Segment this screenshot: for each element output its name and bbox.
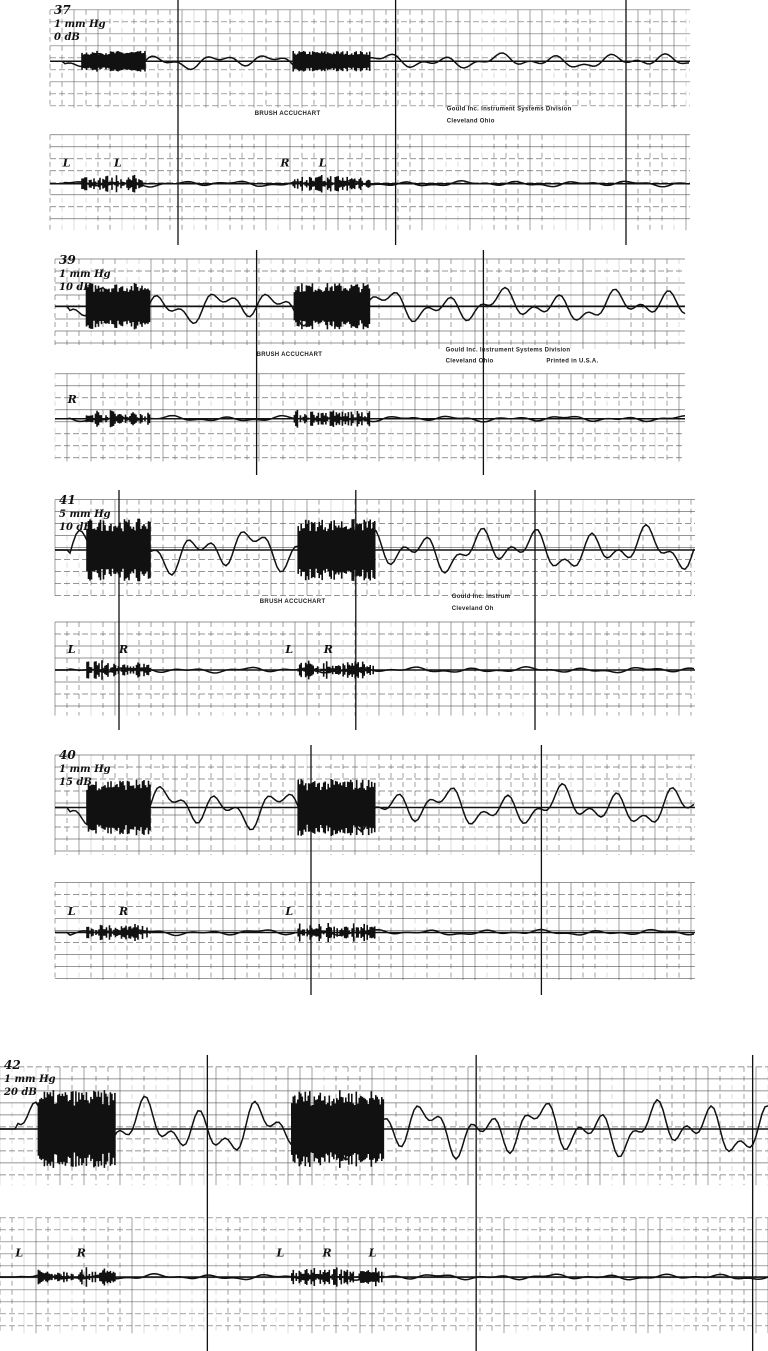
print-text: Cleveland Oh [452, 606, 494, 612]
panel-label: 15 dB [59, 777, 92, 788]
event-marker: R [322, 1246, 332, 1259]
print-text: BRUSH ACCUCHART [260, 599, 326, 605]
burst [85, 410, 151, 428]
burst [293, 283, 371, 330]
burst [86, 660, 151, 680]
burst [292, 175, 371, 193]
burst [291, 1090, 385, 1168]
panel-label: 41 [59, 493, 76, 507]
burst [297, 779, 376, 836]
panel-label: 39 [59, 253, 76, 267]
panel-label: 1 mm Hg [59, 764, 111, 775]
burst [291, 1267, 385, 1287]
event-marker: L [284, 643, 293, 656]
burst [86, 779, 151, 836]
burst [37, 1267, 116, 1287]
event-marker: R [67, 393, 77, 406]
event-marker: R [76, 1246, 86, 1259]
print-text: Gould Inc. Instrument Systems Division [446, 347, 571, 353]
recording-panel: 42 1 mm Hg 20 dB L R L R L [0, 1055, 768, 1351]
burst [297, 519, 376, 581]
panel-label: 0 dB [54, 32, 80, 43]
print-text: BRUSH ACCUCHART [257, 352, 323, 358]
event-marker: L [113, 157, 122, 170]
burst [85, 283, 151, 330]
event-marker: L [67, 905, 76, 918]
print-text: Gould Inc. Instrum [452, 594, 510, 600]
burst [297, 923, 376, 942]
event-marker: R [279, 157, 289, 170]
print-text: BRUSH ACCUCHART [255, 111, 321, 117]
burst [81, 50, 146, 72]
event-marker: L [14, 1246, 23, 1259]
print-text: Cleveland Ohio [446, 359, 494, 365]
event-marker: L [62, 157, 71, 170]
burst [297, 660, 376, 680]
burst [292, 51, 371, 72]
event-marker: L [284, 905, 293, 918]
event-marker: L [275, 1246, 284, 1259]
recording-panel: 39 1 mm Hg 10 dB BRUSH ACCUCHART Gould Inc. … [54, 250, 686, 475]
panel-label: 1 mm Hg [4, 1074, 56, 1085]
event-marker: L [368, 1246, 377, 1259]
print-text: Gould Inc. Instrument Systems Division [447, 106, 572, 112]
panel-label: 20 dB [3, 1087, 37, 1098]
event-marker: R [118, 643, 128, 656]
print-text: Cleveland Ohio [447, 119, 495, 125]
panel-label: 42 [4, 1058, 21, 1072]
burst [86, 518, 151, 582]
recording-panel: 41 5 mm Hg 10 dB BRUSH ACCUCHART Gould Inc. … [54, 490, 695, 730]
panel-label: 40 [59, 748, 76, 762]
burst [81, 175, 146, 193]
burst [37, 1090, 116, 1168]
panel-label: 10 dB [59, 522, 92, 533]
panel-label: 1 mm Hg [54, 19, 106, 30]
burst [86, 924, 151, 941]
event-marker: R [118, 905, 128, 918]
event-marker: L [318, 157, 327, 170]
print-text: Printed in U.S.A. [546, 359, 598, 365]
panel-label: 37 [54, 3, 71, 17]
event-marker: L [67, 643, 76, 656]
panel-label: 5 mm Hg [59, 509, 111, 520]
recording-panel: 40 1 mm Hg 15 dB L R L [54, 745, 695, 995]
panel-label: 1 mm Hg [59, 269, 111, 280]
trace [55, 666, 695, 674]
event-marker: R [323, 643, 333, 656]
burst [293, 409, 371, 428]
recording-panel: 37 1 mm Hg 0 dB BRUSH ACCUCHART Gould Inc. I… [49, 0, 690, 245]
panel-label: 10 dB [59, 282, 92, 293]
